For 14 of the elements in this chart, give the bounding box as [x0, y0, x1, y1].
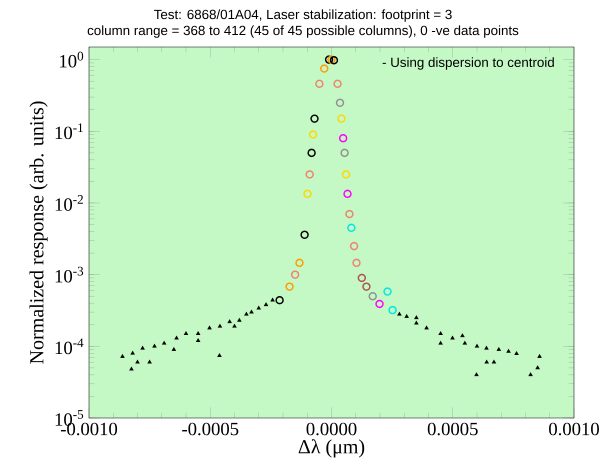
- x-tick-label: 0.0000: [306, 422, 356, 436]
- x-tick-label: -0.0005: [182, 422, 238, 436]
- x-axis-title: Δλ (μm): [298, 439, 364, 458]
- y-tick-label: 10$^{-3}$: [56, 266, 84, 283]
- chart-subtitle: column range = 368 to 412 (45 of 45 possible columns), 0 -ve data points: [88, 25, 518, 38]
- x-tick-label: 0.0005: [428, 422, 478, 436]
- chart-title: Test: 6868/01A04, Laser stabilization: footprint = 3: [154, 9, 452, 22]
- y-tick-label: 10$^{-1}$: [56, 123, 83, 140]
- y-tick-label: 10$^{-2}$: [56, 195, 83, 211]
- y-tick-label: 10$^{0}$: [60, 52, 84, 68]
- annotation: - Using dispersion to centroid: [382, 57, 554, 70]
- y-tick-label: 10$^{-4}$: [56, 338, 84, 354]
- x-tick-label: 0.0010: [549, 422, 599, 436]
- y-axis-title: Normalized response (arb. units): [29, 101, 48, 364]
